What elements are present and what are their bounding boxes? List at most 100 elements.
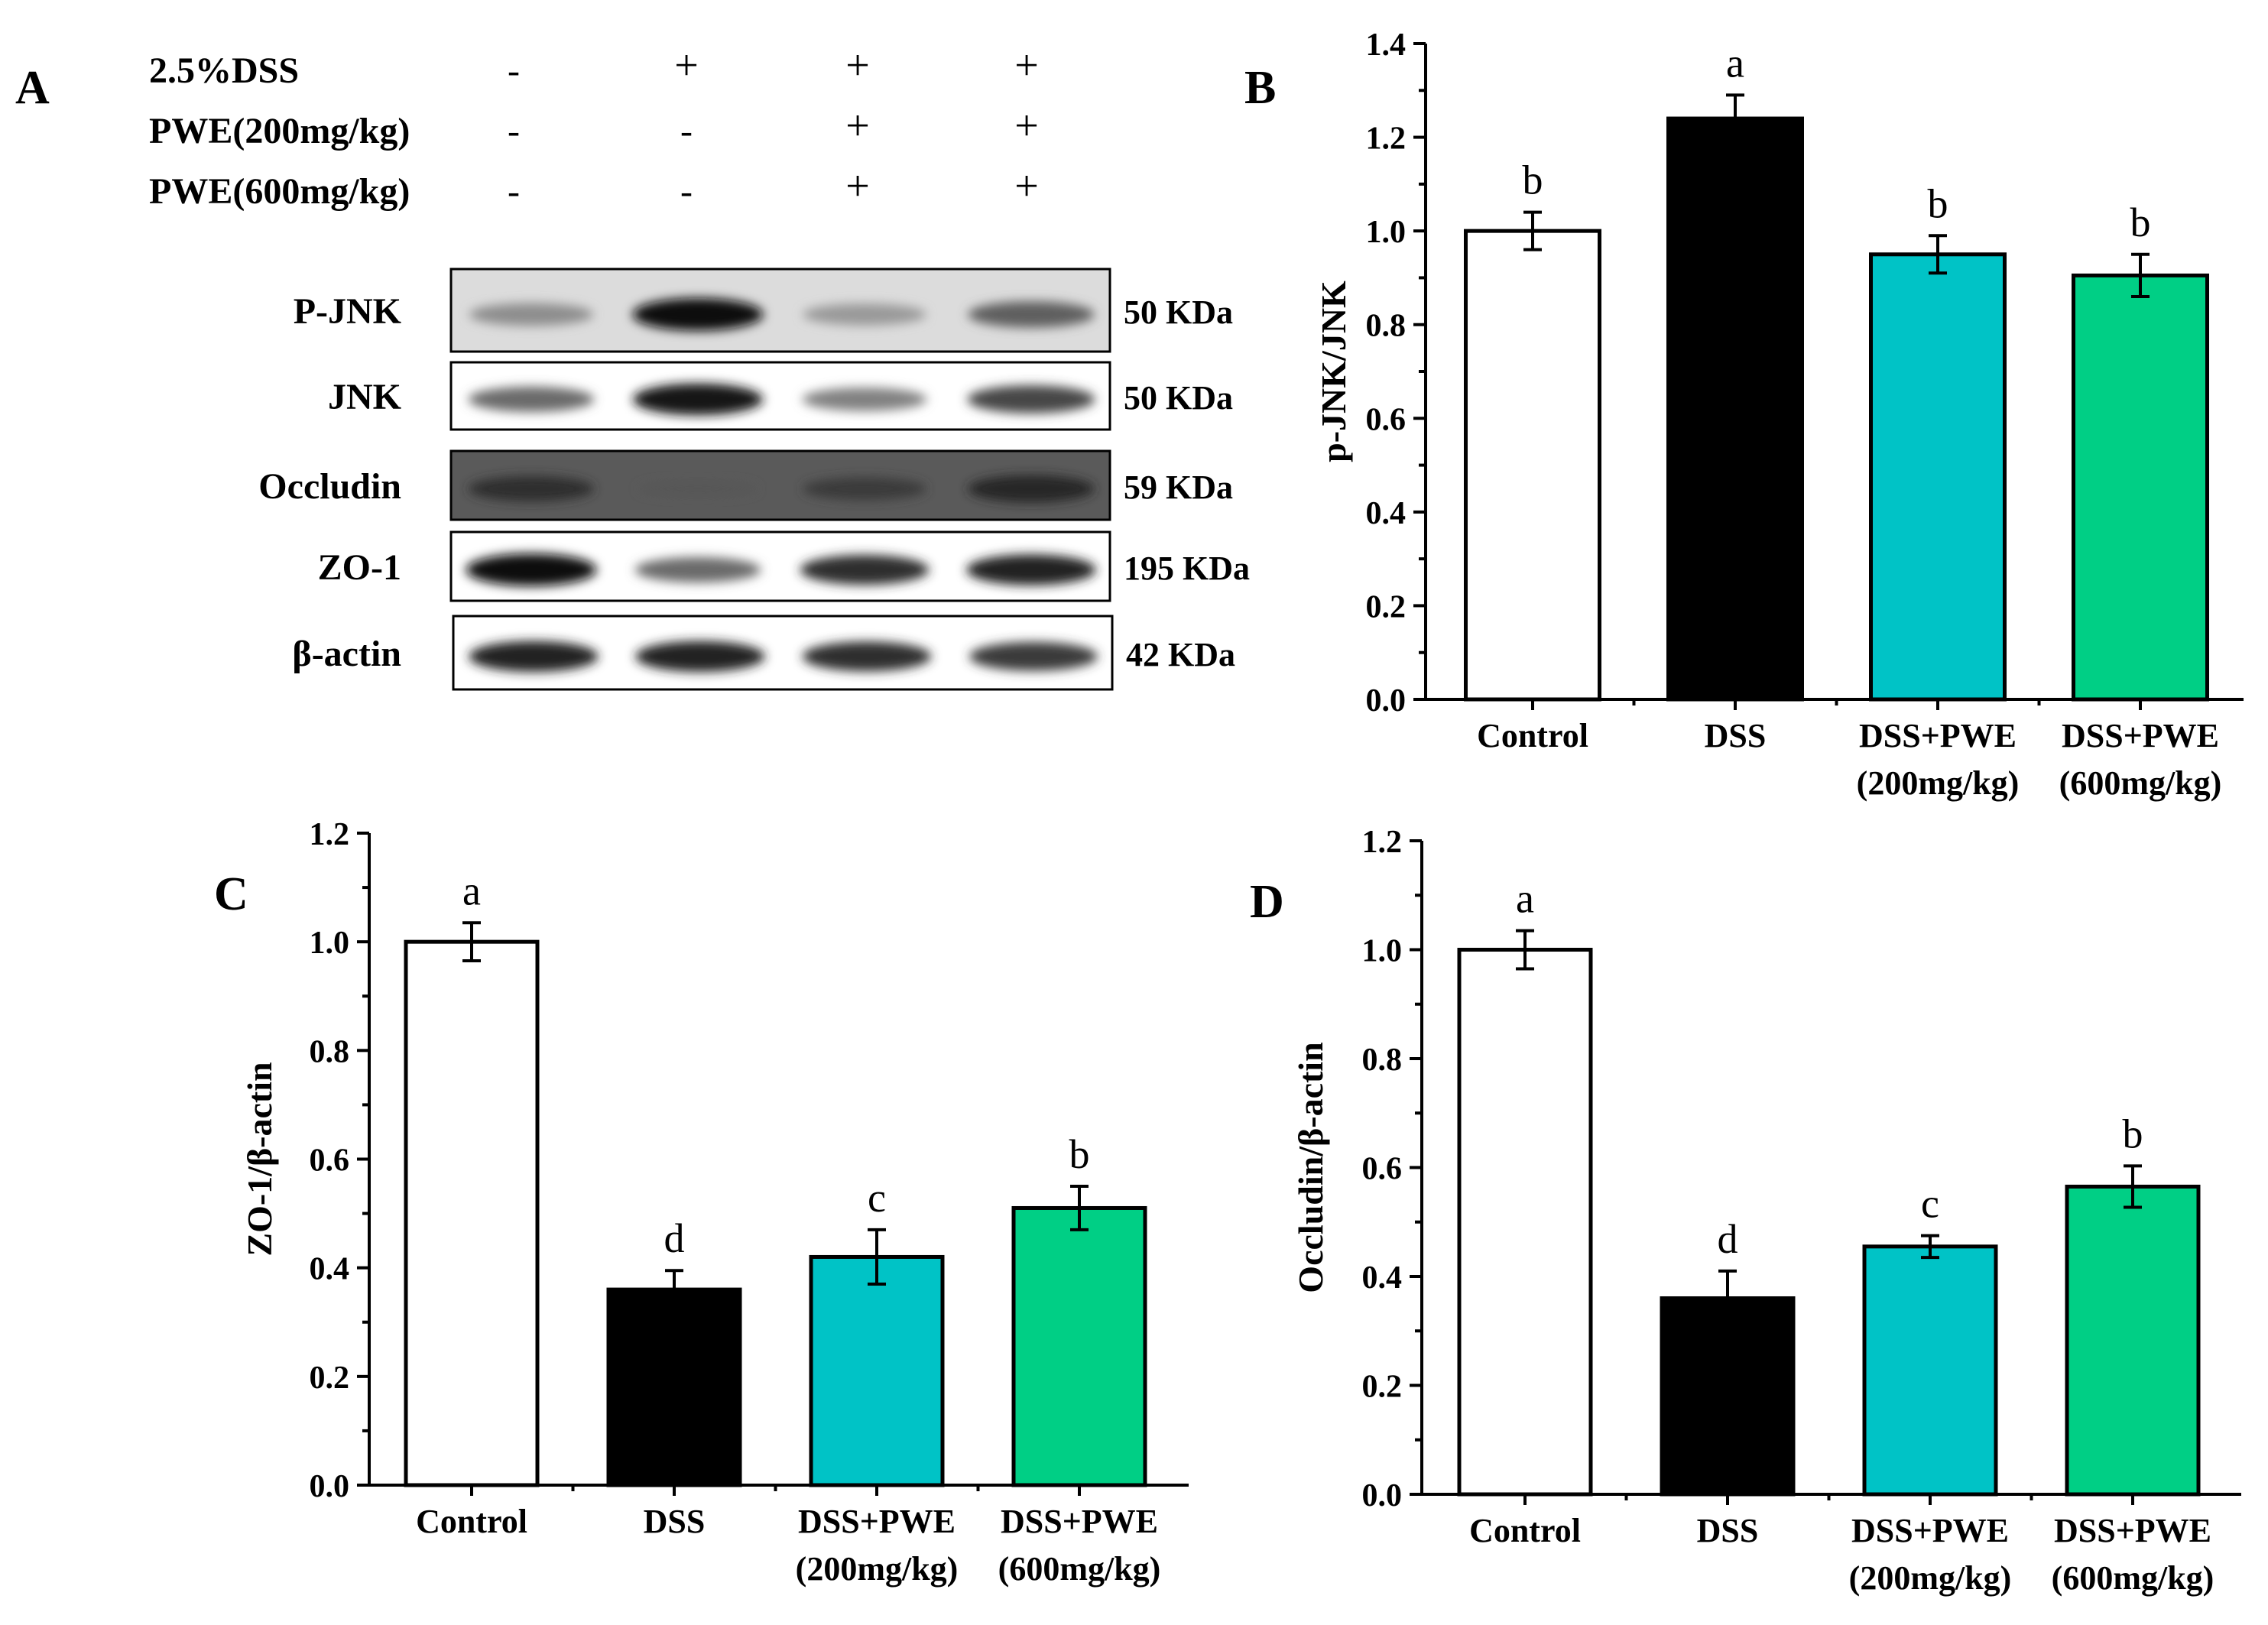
molecular-weight-label: 50 KDa bbox=[1124, 379, 1233, 417]
blot-band bbox=[466, 553, 597, 586]
x-tick-label: DSS+PWE bbox=[798, 1503, 956, 1540]
y-tick-label: 0.2 bbox=[1366, 589, 1407, 624]
x-tick-label: DSS+PWE bbox=[1001, 1503, 1158, 1540]
x-tick-label: (600mg/kg) bbox=[2059, 764, 2222, 802]
treatment-mark: - bbox=[680, 111, 693, 151]
y-tick-label: 0.8 bbox=[1366, 309, 1407, 344]
western-blot-panel: 2.5%DSS - + + + PWE(200mg/kg) - - + + PWE(600mg/kg… bbox=[149, 42, 1250, 691]
chart-p-jnk-jnk: b a b b 0.0 0.2 0.4 0.6 0.8 1.0 1.2 1.4 Control DSS DS… bbox=[1314, 28, 2244, 802]
x-tick-label: DSS+PWE bbox=[1851, 1512, 2009, 1549]
molecular-weight-label: 50 KDa bbox=[1124, 294, 1233, 331]
blot-band bbox=[468, 386, 595, 412]
y-tick-label: 1.2 bbox=[1362, 825, 1403, 860]
chart-occludin-beta-actin: a d c b 0.0 0.2 0.4 0.6 0.8 1.0 1.2 Control DSS DSS+P… bbox=[1291, 825, 2241, 1597]
x-tick-label: (200mg/kg) bbox=[796, 1550, 959, 1588]
bar bbox=[1011, 1205, 1147, 1487]
blot-band bbox=[632, 298, 764, 331]
bar bbox=[1464, 229, 1601, 702]
y-tick-label: 0.6 bbox=[310, 1143, 350, 1179]
y-tick-label: 0.8 bbox=[310, 1034, 350, 1069]
significance-letter: b bbox=[2130, 199, 2151, 245]
bar bbox=[1457, 948, 1593, 1497]
x-tick-label: (600mg/kg) bbox=[998, 1550, 1161, 1588]
bar bbox=[1660, 1296, 1796, 1497]
blot-band bbox=[800, 554, 930, 585]
panel-label-a: A bbox=[15, 62, 50, 114]
y-tick-label: 0.4 bbox=[310, 1252, 350, 1287]
treatment-mark: + bbox=[845, 102, 870, 150]
bar bbox=[2065, 1184, 2201, 1497]
blot-band bbox=[802, 477, 927, 501]
bar bbox=[1666, 116, 1804, 702]
bar bbox=[809, 1254, 945, 1487]
bar bbox=[2072, 273, 2209, 702]
treatment-mark: - bbox=[508, 50, 520, 91]
bar bbox=[1869, 252, 2007, 702]
bar bbox=[404, 939, 540, 1487]
y-axis-label: ZO-1/β-actin bbox=[240, 1062, 279, 1256]
treatment-mark: - bbox=[508, 171, 520, 212]
protein-label: Occludin bbox=[258, 466, 401, 507]
blot-band bbox=[468, 475, 595, 502]
blot-band bbox=[632, 383, 764, 416]
bar bbox=[606, 1287, 742, 1487]
treatment-mark: + bbox=[845, 163, 870, 210]
bar bbox=[1862, 1244, 1998, 1497]
x-tick-label: DSS bbox=[1697, 1512, 1759, 1549]
y-axis-label: p-JNK/JNK bbox=[1314, 281, 1353, 462]
protein-label: P-JNK bbox=[294, 291, 401, 332]
significance-letter: c bbox=[1921, 1181, 1939, 1227]
significance-letter: b bbox=[2123, 1111, 2143, 1156]
molecular-weight-label: 59 KDa bbox=[1124, 469, 1233, 506]
significance-letter: a bbox=[462, 868, 481, 913]
x-tick-label: Control bbox=[1469, 1512, 1581, 1549]
significance-letter: a bbox=[1516, 876, 1534, 922]
x-tick-label: (200mg/kg) bbox=[1857, 764, 2020, 802]
significance-letter: a bbox=[1726, 40, 1744, 86]
y-tick-label: 0.2 bbox=[1362, 1370, 1403, 1405]
x-tick-label: DSS+PWE bbox=[1859, 717, 2017, 754]
x-tick-label: Control bbox=[1477, 717, 1588, 754]
y-tick-label: 0.6 bbox=[1366, 402, 1407, 437]
treatment-mark: + bbox=[1014, 42, 1039, 89]
blot-band bbox=[634, 556, 761, 583]
protein-label: β-actin bbox=[292, 634, 401, 674]
protein-label: JNK bbox=[328, 377, 401, 417]
y-tick-label: 0.8 bbox=[1362, 1043, 1403, 1078]
x-tick-label: (600mg/kg) bbox=[2052, 1559, 2214, 1597]
molecular-weight-label: 195 KDa bbox=[1124, 550, 1250, 587]
y-axis-label: Occludin/β-actin bbox=[1291, 1042, 1330, 1293]
x-tick-label: DSS bbox=[1705, 717, 1767, 754]
treatment-mark: + bbox=[845, 42, 870, 89]
significance-letter: c bbox=[868, 1175, 886, 1221]
x-tick-label: (200mg/kg) bbox=[1849, 1559, 2012, 1597]
blot-band bbox=[967, 475, 1095, 503]
treatment-mark: + bbox=[1014, 102, 1039, 150]
treatment-mark: - bbox=[508, 111, 520, 151]
blot-band bbox=[969, 641, 1098, 671]
y-tick-label: 1.0 bbox=[310, 926, 350, 961]
blot-band bbox=[469, 641, 599, 672]
treatment-row-label: 2.5%DSS bbox=[149, 50, 299, 91]
treatment-row-label: PWE(600mg/kg) bbox=[149, 171, 410, 212]
significance-letter: d bbox=[1718, 1216, 1738, 1262]
blot-band bbox=[469, 303, 594, 326]
x-tick-label: DSS bbox=[644, 1503, 706, 1540]
y-tick-label: 0.0 bbox=[1362, 1478, 1403, 1513]
panel-label-d: D bbox=[1250, 876, 1284, 928]
blot-band bbox=[638, 480, 758, 498]
significance-letter: d bbox=[664, 1215, 685, 1261]
blot-band bbox=[802, 388, 927, 411]
y-tick-label: 1.0 bbox=[1366, 215, 1407, 250]
significance-letter: b bbox=[1928, 180, 1948, 226]
blot-band bbox=[803, 303, 926, 326]
x-tick-label: Control bbox=[416, 1503, 527, 1540]
y-tick-label: 0.2 bbox=[310, 1361, 350, 1396]
y-tick-label: 1.4 bbox=[1366, 28, 1407, 63]
y-tick-label: 0.4 bbox=[1362, 1260, 1403, 1296]
treatment-mark: - bbox=[680, 171, 693, 212]
y-tick-label: 1.0 bbox=[1362, 934, 1403, 969]
x-tick-label: DSS+PWE bbox=[2062, 717, 2219, 754]
panel-label-c: C bbox=[214, 868, 248, 920]
